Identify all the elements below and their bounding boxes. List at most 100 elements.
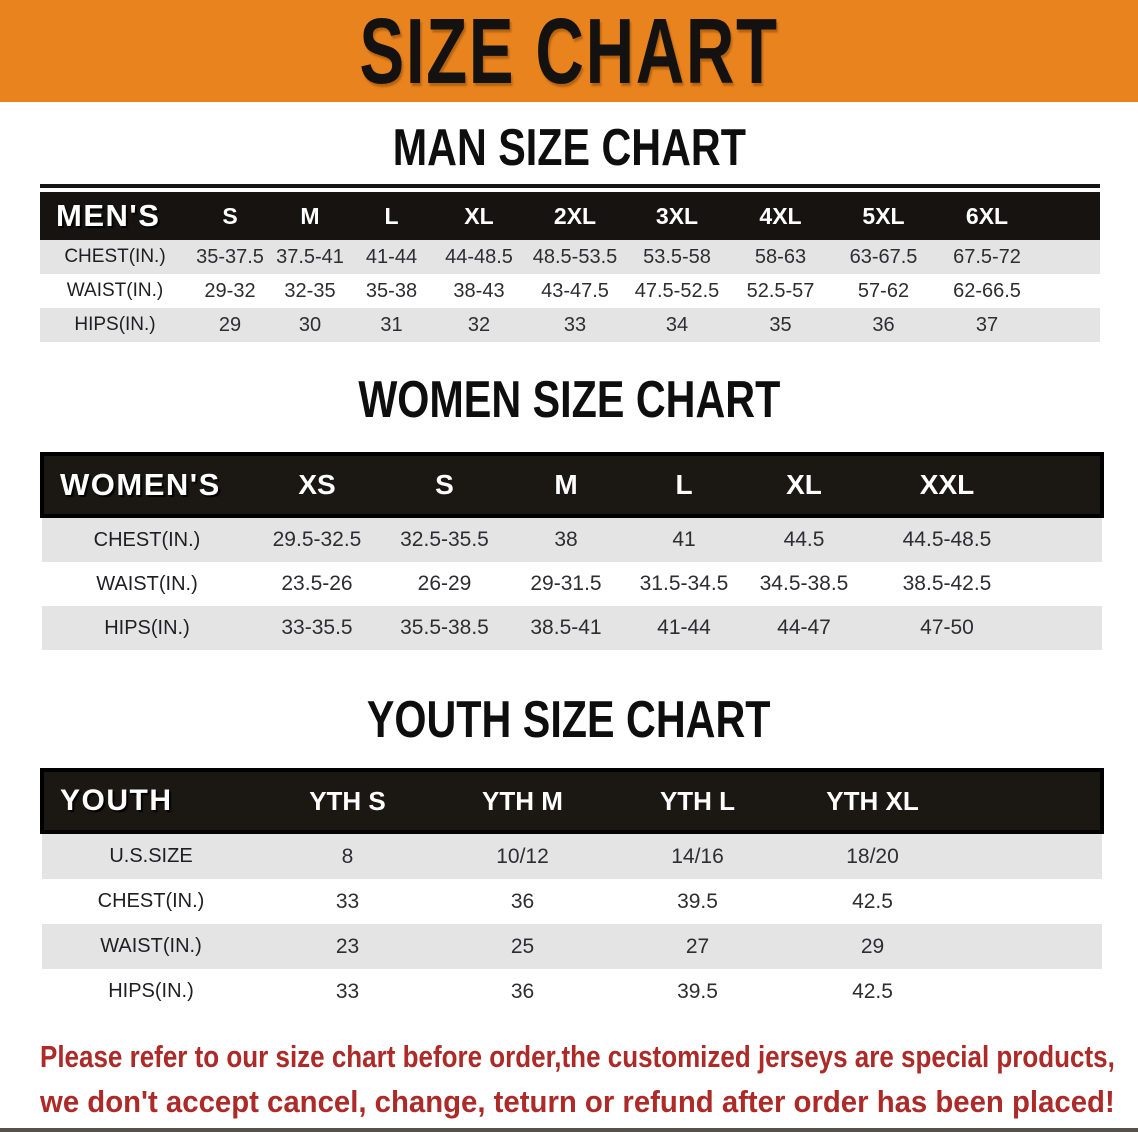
row-label: WAIST(IN.) <box>40 274 190 308</box>
men-section-heading-text: MAN SIZE CHART <box>392 119 746 178</box>
men-table: MEN'S S M L XL 2XL 3XL 4XL 5XL 6XL CHEST… <box>40 192 1100 342</box>
size-value: 8 <box>260 832 435 879</box>
size-value: 42.5 <box>785 879 960 924</box>
youth-section-heading-text: YOUTH SIZE CHART <box>367 691 771 750</box>
size-value: 34 <box>625 308 729 342</box>
size-value: 33 <box>260 879 435 924</box>
size-value: 29 <box>190 308 270 342</box>
size-value: 29-32 <box>190 274 270 308</box>
footer-note-line-1: Please refer to our size chart before or… <box>40 1039 1115 1074</box>
table-row: HIPS(IN.) 29 30 31 32 33 34 35 36 37 <box>40 308 1100 342</box>
size-col-header: S <box>382 452 507 518</box>
size-value: 41-44 <box>350 240 433 274</box>
size-col-header: 4XL <box>729 192 832 240</box>
size-value: 41 <box>625 516 743 562</box>
size-col-header: 3XL <box>625 192 729 240</box>
size-value: 44.5-48.5 <box>865 516 1029 562</box>
size-value: 29.5-32.5 <box>252 516 382 562</box>
size-col-header: YTH S <box>260 768 435 834</box>
row-label: CHEST(IN.) <box>42 879 260 924</box>
spacer-cell <box>1039 192 1100 240</box>
size-col-header: M <box>270 192 350 240</box>
size-value: 34.5-38.5 <box>743 562 865 606</box>
size-value: 47-50 <box>865 606 1029 650</box>
footer-note: Please refer to our size chart before or… <box>40 1034 1138 1124</box>
spacer-cell <box>960 832 1102 879</box>
size-value: 33 <box>260 969 435 1014</box>
size-value: 29 <box>785 924 960 969</box>
spacer-cell <box>1039 308 1100 342</box>
row-label: HIPS(IN.) <box>42 969 260 1014</box>
size-value: 30 <box>270 308 350 342</box>
size-value: 32-35 <box>270 274 350 308</box>
size-value: 25 <box>435 924 610 969</box>
women-size-table: WOMEN'S XS S M L XL XXL CHEST(IN.) 29.5-… <box>40 452 1104 650</box>
size-value: 38.5-42.5 <box>865 562 1029 606</box>
size-value: 57-62 <box>832 274 935 308</box>
size-value: 44.5 <box>743 516 865 562</box>
size-value: 52.5-57 <box>729 274 832 308</box>
size-value: 36 <box>832 308 935 342</box>
table-row: WAIST(IN.) 29-32 32-35 35-38 38-43 43-47… <box>40 274 1100 308</box>
size-value: 14/16 <box>610 832 785 879</box>
size-col-header: L <box>350 192 433 240</box>
size-col-header: XXL <box>865 452 1029 518</box>
table-corner-label: MEN'S <box>40 192 190 240</box>
table-corner-label: YOUTH <box>40 768 260 834</box>
spacer-cell <box>960 924 1102 969</box>
table-row: CHEST(IN.) 29.5-32.5 32.5-35.5 38 41 44.… <box>42 516 1102 562</box>
size-col-header: 6XL <box>935 192 1039 240</box>
row-label: WAIST(IN.) <box>42 924 260 969</box>
size-value: 42.5 <box>785 969 960 1014</box>
size-col-header: M <box>507 452 625 518</box>
women-table: WOMEN'S XS S M L XL XXL CHEST(IN.) 29.5-… <box>40 452 1104 650</box>
table-row: HIPS(IN.) 33-35.5 35.5-38.5 38.5-41 41-4… <box>42 606 1102 650</box>
size-value: 41-44 <box>625 606 743 650</box>
bottom-divider <box>0 1128 1138 1132</box>
youth-table: YOUTH YTH S YTH M YTH L YTH XL U.S.SIZE … <box>40 768 1104 1014</box>
spacer-cell <box>1039 240 1100 274</box>
size-col-header: 5XL <box>832 192 935 240</box>
size-value: 32 <box>433 308 525 342</box>
size-col-header: XS <box>252 452 382 518</box>
size-col-header: YTH XL <box>785 768 960 834</box>
size-value: 27 <box>610 924 785 969</box>
spacer-cell <box>960 879 1102 924</box>
table-header-row: MEN'S S M L XL 2XL 3XL 4XL 5XL 6XL <box>40 192 1100 240</box>
row-label: WAIST(IN.) <box>42 562 252 606</box>
size-col-header: YTH L <box>610 768 785 834</box>
table-top-rule <box>40 184 1100 188</box>
size-value: 38.5-41 <box>507 606 625 650</box>
table-row: WAIST(IN.) 23.5-26 26-29 29-31.5 31.5-34… <box>42 562 1102 606</box>
size-value: 35 <box>729 308 832 342</box>
row-label: CHEST(IN.) <box>42 516 252 562</box>
table-row: U.S.SIZE 8 10/12 14/16 18/20 <box>42 832 1102 879</box>
table-row: HIPS(IN.) 33 36 39.5 42.5 <box>42 969 1102 1014</box>
spacer-cell <box>960 969 1102 1014</box>
size-value: 33 <box>525 308 625 342</box>
size-value: 39.5 <box>610 879 785 924</box>
size-col-header: S <box>190 192 270 240</box>
women-section-heading: WOMEN SIZE CHART <box>0 372 1138 430</box>
table-row: CHEST(IN.) 35-37.5 37.5-41 41-44 44-48.5… <box>40 240 1100 274</box>
size-value: 48.5-53.5 <box>525 240 625 274</box>
size-value: 43-47.5 <box>525 274 625 308</box>
spacer-cell <box>1039 274 1100 308</box>
spacer-cell <box>1029 452 1104 518</box>
size-value: 67.5-72 <box>935 240 1039 274</box>
size-value: 38 <box>507 516 625 562</box>
table-row: CHEST(IN.) 33 36 39.5 42.5 <box>42 879 1102 924</box>
spacer-cell <box>960 768 1104 834</box>
size-col-header: XL <box>433 192 525 240</box>
youth-size-table: YOUTH YTH S YTH M YTH L YTH XL U.S.SIZE … <box>40 768 1104 1014</box>
size-col-header: XL <box>743 452 865 518</box>
size-value: 35-37.5 <box>190 240 270 274</box>
size-value: 38-43 <box>433 274 525 308</box>
table-row: WAIST(IN.) 23 25 27 29 <box>42 924 1102 969</box>
men-size-table: MEN'S S M L XL 2XL 3XL 4XL 5XL 6XL CHEST… <box>40 184 1100 342</box>
size-value: 53.5-58 <box>625 240 729 274</box>
size-col-header: 2XL <box>525 192 625 240</box>
size-value: 23 <box>260 924 435 969</box>
size-chart-banner: SIZE CHART <box>0 0 1138 102</box>
size-value: 37.5-41 <box>270 240 350 274</box>
